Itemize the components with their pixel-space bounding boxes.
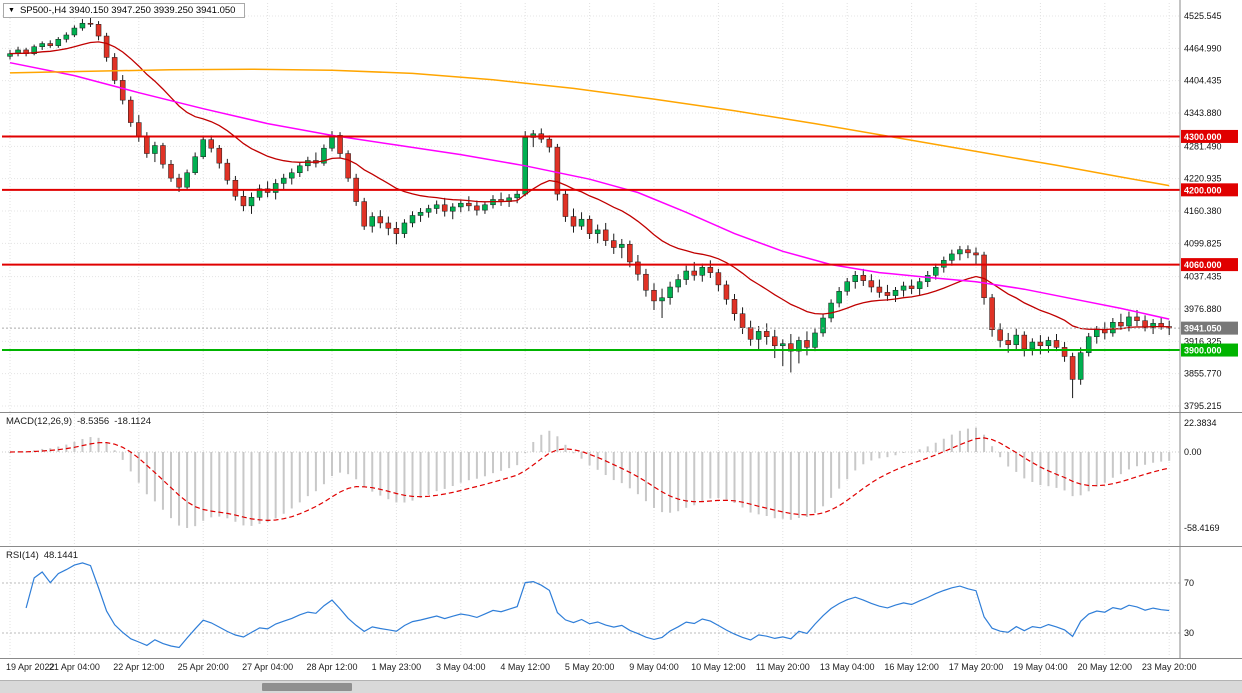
svg-text:9 May 04:00: 9 May 04:00 (629, 662, 679, 672)
svg-text:28 Apr 12:00: 28 Apr 12:00 (306, 662, 357, 672)
svg-text:22 Apr 12:00: 22 Apr 12:00 (113, 662, 164, 672)
collapse-arrow-icon[interactable]: ▼ (8, 7, 15, 14)
candles-layer (7, 16, 1172, 399)
svg-text:-58.4169: -58.4169 (1184, 523, 1220, 533)
macd-signal (9, 437, 1170, 522)
svg-text:4220.935: 4220.935 (1184, 174, 1222, 184)
svg-text:16 May 12:00: 16 May 12:00 (884, 662, 939, 672)
svg-text:21 Apr 04:00: 21 Apr 04:00 (49, 662, 100, 672)
rsi-indicator-label: RSI(14) 48.1441 (6, 550, 83, 561)
svg-text:4300.000: 4300.000 (1184, 132, 1222, 142)
svg-text:0.00: 0.00 (1184, 447, 1202, 457)
svg-text:4525.545: 4525.545 (1184, 11, 1222, 21)
svg-text:19 Apr 2022: 19 Apr 2022 (6, 662, 55, 672)
svg-text:4160.380: 4160.380 (1184, 206, 1222, 216)
svg-text:3 May 04:00: 3 May 04:00 (436, 662, 486, 672)
svg-text:3941.050: 3941.050 (1184, 324, 1222, 334)
svg-text:70: 70 (1184, 578, 1194, 588)
rsi-value: 48.1441 (43, 550, 79, 561)
svg-text:3795.215: 3795.215 (1184, 401, 1222, 411)
svg-text:4037.435: 4037.435 (1184, 272, 1222, 282)
svg-text:25 Apr 20:00: 25 Apr 20:00 (178, 662, 229, 672)
ma-slow (9, 68, 1170, 187)
ma-mid-magenta-line (9, 61, 1170, 320)
macd-indicator-label: MACD(12,26,9) -8.5356 -18.1124 (6, 416, 156, 427)
price-badge-4200.000 (1181, 183, 1238, 197)
axis-layer: 4525.545 4464.990 4404.435 4343.880 4281.490… (0, 0, 1242, 659)
svg-text:4343.880: 4343.880 (1184, 108, 1222, 118)
rsi-line-layer (25, 562, 1170, 649)
svg-text:3855.770: 3855.770 (1184, 369, 1222, 379)
svg-text:4200.000: 4200.000 (1184, 185, 1222, 195)
symbol-ohlc-text: SP500-,H4 3940.150 3947.250 3939.250 394… (19, 5, 236, 16)
svg-text:4060.000: 4060.000 (1184, 260, 1222, 270)
svg-text:20 May 12:00: 20 May 12:00 (1078, 662, 1133, 672)
svg-text:13 May 04:00: 13 May 04:00 (820, 662, 875, 672)
svg-text:22.3834: 22.3834 (1184, 418, 1217, 428)
price-badge-3941.050 (1181, 321, 1238, 335)
svg-text:4404.435: 4404.435 (1184, 76, 1222, 86)
svg-text:23 May 20:00: 23 May 20:00 (1142, 662, 1197, 672)
ma-fast-red-line (9, 41, 1170, 331)
svg-text:17 May 20:00: 17 May 20:00 (949, 662, 1004, 672)
h-scrollbar[interactable] (0, 680, 1242, 693)
svg-text:1 May 23:00: 1 May 23:00 (372, 662, 422, 672)
rsi-name: RSI(14) (6, 550, 39, 561)
price-badge-4300.000 (1181, 129, 1238, 143)
svg-text:27 Apr 04:00: 27 Apr 04:00 (242, 662, 293, 672)
macd-histogram (9, 427, 1171, 528)
macd-name: MACD(12,26,9) (6, 416, 72, 427)
h-scrollbar-thumb[interactable] (262, 683, 352, 691)
rsi-line (25, 562, 1170, 649)
price-badge-4060.000 (1181, 258, 1238, 272)
svg-text:3916.325: 3916.325 (1184, 336, 1222, 346)
price-badge-3900.000 (1181, 343, 1238, 357)
svg-text:10 May 12:00: 10 May 12:00 (691, 662, 746, 672)
macd-signal-value: -18.1124 (114, 416, 152, 427)
ma-mid (9, 61, 1170, 320)
svg-text:4281.490: 4281.490 (1184, 141, 1222, 151)
svg-text:4464.990: 4464.990 (1184, 43, 1222, 53)
svg-text:11 May 20:00: 11 May 20:00 (756, 662, 810, 672)
ma-slow-orange-line (9, 68, 1170, 187)
macd-signal-line (9, 437, 1170, 522)
grid-layer (2, 3, 1180, 656)
macd-main-value: -8.5356 (77, 416, 110, 427)
ma-fast (9, 41, 1170, 331)
svg-text:4099.825: 4099.825 (1184, 238, 1222, 248)
svg-text:30: 30 (1184, 628, 1194, 638)
svg-text:3900.000: 3900.000 (1184, 346, 1222, 356)
svg-text:3976.880: 3976.880 (1184, 304, 1222, 314)
hlines-layer (2, 135, 1180, 352)
symbol-info-box[interactable]: ▼ SP500-,H4 3940.150 3947.250 3939.250 3… (3, 3, 246, 18)
svg-text:5 May 20:00: 5 May 20:00 (565, 662, 615, 672)
svg-text:4 May 12:00: 4 May 12:00 (500, 662, 550, 672)
svg-text:19 May 04:00: 19 May 04:00 (1013, 662, 1068, 672)
